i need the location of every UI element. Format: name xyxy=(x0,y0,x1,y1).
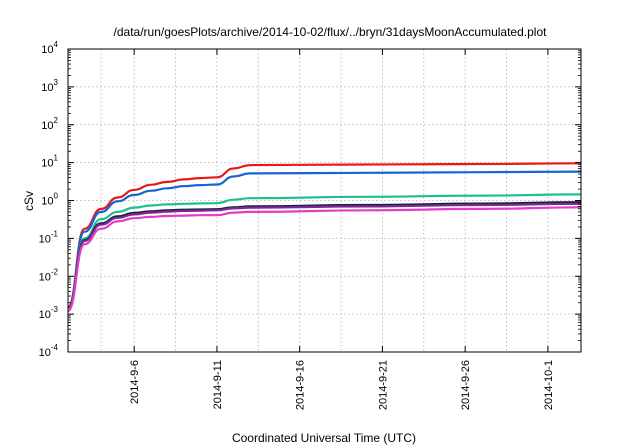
series-line-1 xyxy=(66,162,582,309)
y-tick-label: 103 xyxy=(41,78,58,94)
series-group xyxy=(66,162,582,313)
x-tick-label: 2014-9-21 xyxy=(377,360,389,410)
x-tick-label: 2014-9-6 xyxy=(129,360,141,404)
x-tick-label: 2014-9-26 xyxy=(460,360,472,410)
y-tick-label: 104 xyxy=(41,40,58,56)
x-axis-label: Coordinated Universal Time (UTC) xyxy=(232,431,416,445)
y-tick-label: 10-3 xyxy=(39,305,59,321)
y-tick-label: 10-4 xyxy=(39,343,59,359)
y-tick-label: 101 xyxy=(41,154,58,170)
series-line-5 xyxy=(66,202,582,309)
y-tick-label: 100 xyxy=(41,192,58,208)
x-tick-label: 2014-9-16 xyxy=(295,360,307,410)
x-tick-label: 2014-10-1 xyxy=(543,360,555,410)
grid xyxy=(68,49,581,352)
series-line-3 xyxy=(66,193,582,309)
y-axis: 10-4 10-3 10-2 10-1 100 101 102 103 104 xyxy=(39,40,581,359)
series-line-4 xyxy=(66,201,582,309)
chart-title: /data/run/goesPlots/archive/2014-10-02/f… xyxy=(114,25,548,39)
series-line-2 xyxy=(66,170,582,309)
y-tick-label: 102 xyxy=(41,116,58,132)
x-tick-label: 2014-9-11 xyxy=(212,360,224,409)
series-line-6 xyxy=(66,206,582,313)
y-tick-label: 10-1 xyxy=(39,229,59,245)
y-tick-label: 10-2 xyxy=(39,267,59,283)
y-axis-label: cSv xyxy=(22,191,36,211)
x-axis: 2014-9-6 2014-9-11 2014-9-16 2014-9-21 2014-… xyxy=(129,49,555,410)
